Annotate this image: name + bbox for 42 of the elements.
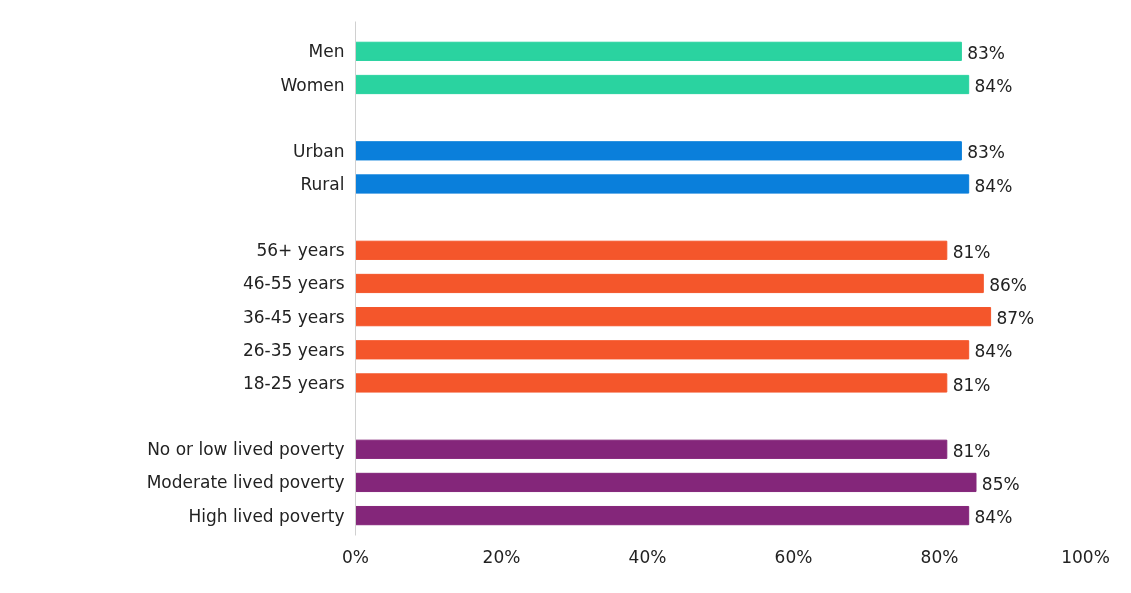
y-tick-label: High lived poverty bbox=[188, 505, 345, 526]
y-tick-label: 18-25 years bbox=[242, 372, 345, 393]
data-label: 83% bbox=[967, 43, 1006, 63]
bar bbox=[355, 74, 970, 95]
bar bbox=[355, 174, 970, 194]
data-label: 84% bbox=[974, 341, 1013, 362]
bar bbox=[355, 41, 962, 61]
data-label: 85% bbox=[981, 474, 1020, 495]
data-label: 81% bbox=[952, 440, 991, 461]
y-tick-label: 46-55 years bbox=[242, 273, 345, 294]
bar bbox=[355, 141, 962, 161]
x-tick-label: 80% bbox=[920, 546, 959, 567]
data-label: 84% bbox=[974, 507, 1013, 528]
data-label: 83% bbox=[967, 142, 1006, 163]
x-tick-label: 0% bbox=[342, 546, 369, 567]
data-label: 84% bbox=[974, 76, 1013, 97]
bar bbox=[355, 439, 948, 459]
y-tick-label: 56+ years bbox=[256, 240, 345, 261]
y-tick-label: Men bbox=[308, 41, 345, 62]
x-tick-label: 60% bbox=[774, 546, 813, 567]
bar bbox=[355, 373, 948, 393]
x-tick-label: 100% bbox=[1061, 546, 1110, 567]
data-label: 86% bbox=[989, 275, 1027, 296]
data-label: 84% bbox=[974, 175, 1013, 196]
data-label: 81% bbox=[952, 241, 991, 262]
y-tick-label: 36-45 years bbox=[242, 306, 345, 327]
data-label: 87% bbox=[996, 308, 1035, 329]
data-label: 81% bbox=[952, 374, 991, 395]
bar bbox=[355, 307, 992, 327]
bar bbox=[355, 273, 984, 294]
y-tick-label: No or low lived poverty bbox=[147, 439, 345, 460]
x-tick-label: 40% bbox=[628, 546, 667, 567]
y-tick-label: Urban bbox=[293, 140, 345, 161]
y-tick-label: Moderate lived poverty bbox=[146, 472, 345, 493]
y-tick-label: 26-35 years bbox=[242, 339, 345, 360]
bar bbox=[355, 340, 970, 360]
bar bbox=[355, 505, 970, 526]
x-tick-label: 20% bbox=[482, 546, 521, 567]
y-tick-label: Rural bbox=[300, 173, 345, 194]
bar bbox=[355, 472, 977, 493]
y-tick-label: Women bbox=[280, 74, 345, 95]
bar bbox=[355, 240, 948, 260]
